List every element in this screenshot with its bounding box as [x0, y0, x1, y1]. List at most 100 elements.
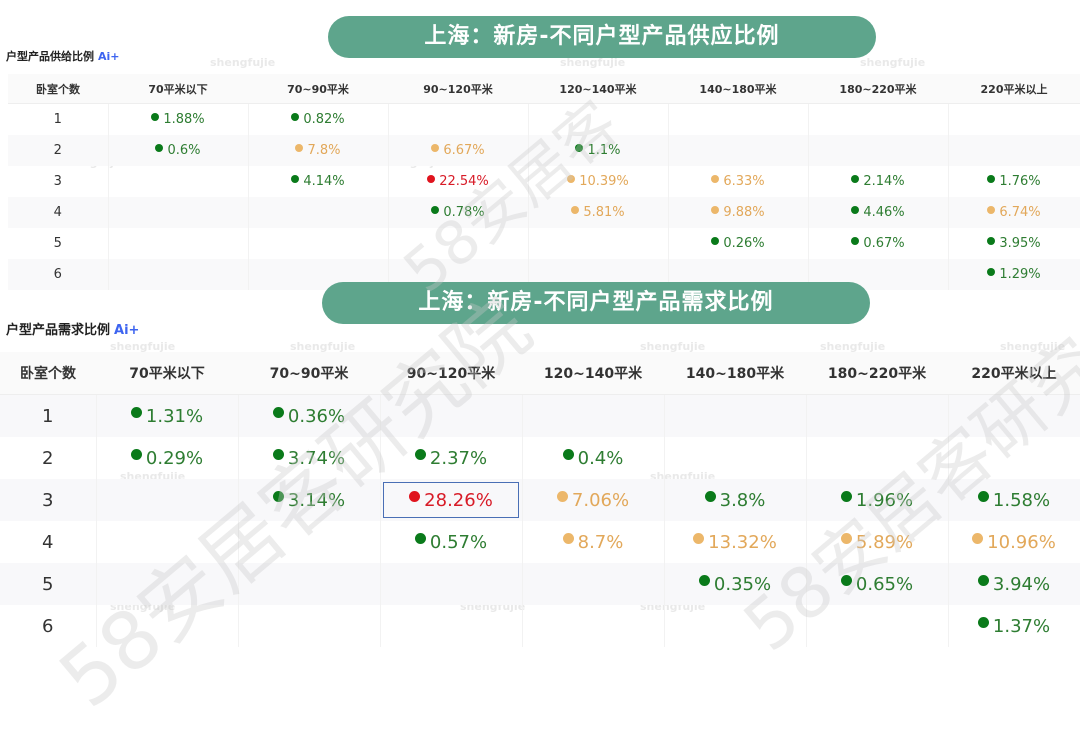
demand-percent-value: 28.26% — [424, 489, 493, 511]
status-dot-icon — [851, 174, 860, 183]
status-dot-icon — [987, 205, 996, 214]
demand-table-header-row: 卧室个数 70平米以下 70~90平米 90~120平米 120~140平米 140~18… — [0, 352, 1080, 395]
demand-bedroom-count: 6 — [0, 605, 97, 647]
supply-table-cell — [948, 103, 1080, 135]
supply-bedroom-count: 6 — [8, 259, 109, 290]
supply-col-header: 140~180平米 — [668, 74, 808, 104]
supply-table-cell: 6.33% — [668, 166, 809, 197]
demand-col-header: 卧室个数 — [0, 352, 96, 395]
demand-table-cell: 1.58% — [948, 479, 1080, 521]
status-dot-icon — [840, 575, 852, 586]
supply-table-cell: 2.14% — [808, 166, 949, 197]
supply-percent-value: 6.33% — [723, 174, 765, 189]
supply-table-cell: 4.14% — [248, 166, 389, 197]
supply-table-cell — [108, 228, 249, 259]
status-dot-icon — [562, 533, 574, 544]
watermark-text: shengfujie — [1000, 340, 1066, 353]
supply-table-cell — [388, 228, 529, 259]
demand-bedroom-count: 1 — [0, 394, 97, 437]
supply-table-cell: 0.26% — [668, 228, 809, 259]
demand-table-cell: 0.29% — [96, 437, 239, 479]
supply-percent-value: 6.74% — [999, 205, 1041, 220]
status-dot-icon — [575, 143, 584, 152]
supply-table-cell: 7.8% — [248, 135, 389, 166]
supply-percent-value: 1.1% — [587, 143, 621, 158]
demand-percent-value: 0.29% — [145, 447, 204, 469]
demand-percent-value: 0.57% — [429, 531, 488, 553]
supply-bedroom-count: 2 — [8, 135, 109, 166]
supply-percent-value: 0.6% — [167, 143, 201, 158]
demand-percent-value: 5.89% — [855, 531, 914, 553]
supply-table-cell — [108, 259, 249, 290]
demand-table-cell — [522, 563, 665, 605]
demand-percent-value: 3.8% — [719, 489, 766, 511]
status-dot-icon — [431, 143, 440, 152]
demand-table-cell: 0.57% — [380, 521, 523, 563]
demand-table-cell: 10.96% — [948, 521, 1080, 563]
status-dot-icon — [562, 449, 574, 460]
ai-icon[interactable]: Ai+ — [114, 323, 140, 338]
demand-banner-title: 上海：新房-不同户型产品需求比例 — [322, 282, 870, 324]
demand-table-cell: 0.36% — [238, 394, 381, 437]
supply-col-header: 180~220平米 — [808, 74, 948, 104]
status-dot-icon — [711, 236, 720, 245]
supply-table-cell — [528, 103, 669, 135]
status-dot-icon — [291, 112, 300, 121]
supply-table-row: 3 4.14% 22.54% 10.39% 6.33% 2.14% 1.76% — [8, 166, 1080, 197]
demand-col-header: 140~180平米 — [664, 352, 806, 395]
supply-table-cell — [808, 135, 949, 166]
status-dot-icon — [698, 575, 710, 586]
status-dot-icon — [409, 491, 421, 502]
status-dot-icon — [431, 205, 440, 214]
supply-table-cell — [528, 228, 669, 259]
demand-percent-value: 3.74% — [287, 447, 346, 469]
status-dot-icon — [851, 236, 860, 245]
demand-percent-value: 1.58% — [992, 489, 1051, 511]
demand-col-header: 90~120平米 — [380, 352, 522, 395]
status-dot-icon — [155, 143, 164, 152]
supply-table-cell: 6.74% — [948, 197, 1080, 228]
demand-table-cell: 3.14% — [238, 479, 381, 521]
watermark-text: shengfujie — [820, 340, 886, 353]
demand-table-cell: 3.8% — [664, 479, 807, 521]
status-dot-icon — [987, 236, 996, 245]
supply-percent-value: 22.54% — [439, 174, 489, 189]
supply-banner-title: 上海：新房-不同户型产品供应比例 — [328, 16, 876, 58]
supply-table-cell — [668, 135, 809, 166]
ai-icon[interactable]: Ai+ — [98, 50, 120, 63]
demand-table-cell — [238, 521, 381, 563]
demand-percent-value: 3.94% — [992, 573, 1051, 595]
status-dot-icon — [272, 449, 284, 460]
status-dot-icon — [272, 491, 284, 502]
demand-table-cell — [238, 605, 381, 647]
supply-col-header: 120~140平米 — [528, 74, 668, 104]
demand-table-cell: 5.89% — [806, 521, 949, 563]
demand-percent-value: 2.37% — [429, 447, 488, 469]
supply-col-header: 卧室个数 — [8, 74, 108, 104]
demand-table-cell — [96, 563, 239, 605]
supply-col-header: 70~90平米 — [248, 74, 388, 104]
supply-table-cell: 22.54% — [388, 166, 529, 197]
demand-percent-value: 13.32% — [708, 531, 777, 553]
supply-table-cell — [248, 197, 389, 228]
supply-table-cell — [388, 103, 529, 135]
watermark-text: shengfujie — [210, 56, 276, 69]
demand-table-cell: 2.37% — [380, 437, 523, 479]
demand-table-cell: 13.32% — [664, 521, 807, 563]
status-dot-icon — [571, 205, 580, 214]
demand-table-cell: 0.35% — [664, 563, 807, 605]
demand-table-cell: 1.31% — [96, 394, 239, 437]
status-dot-icon — [414, 533, 426, 544]
supply-table-cell — [248, 259, 389, 290]
demand-table-cell — [664, 605, 807, 647]
supply-col-header: 70平米以下 — [108, 74, 248, 104]
demand-col-header: 70~90平米 — [238, 352, 380, 395]
status-dot-icon — [987, 174, 996, 183]
status-dot-icon — [840, 533, 852, 544]
supply-percent-value: 0.82% — [303, 112, 345, 127]
demand-table-cell — [380, 605, 523, 647]
supply-table-header-row: 卧室个数 70平米以下 70~90平米 90~120平米 120~140平米 140~18… — [8, 74, 1080, 104]
demand-section-label-text: 户型产品需求比例 — [6, 323, 111, 338]
supply-section-label: 户型产品供给比例 Ai+ — [6, 48, 120, 64]
supply-percent-value: 10.39% — [579, 174, 629, 189]
